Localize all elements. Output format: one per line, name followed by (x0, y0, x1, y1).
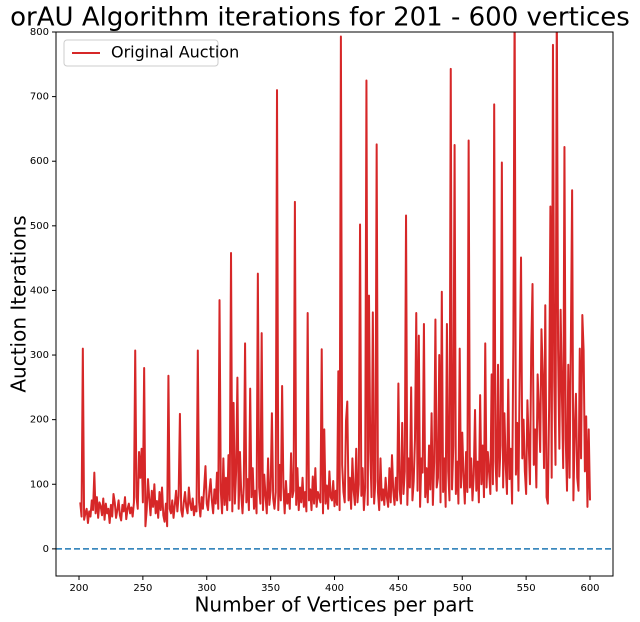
y-tick-label: 400 (30, 285, 49, 296)
x-tick-label: 400 (325, 583, 344, 594)
series-group (56, 32, 613, 550)
x-tick-label: 600 (580, 583, 599, 594)
chart-title: orAU Algorithm iterations for 201 - 600 … (10, 3, 630, 33)
y-tick-label: 0 (43, 544, 49, 555)
legend-box (63, 39, 219, 67)
y-axis-label: Auction Iterations (7, 215, 31, 392)
y-tick-label: 500 (30, 221, 49, 232)
y-tick-label: 200 (30, 415, 49, 426)
x-tick-label: 450 (389, 583, 408, 594)
x-tick-label: 250 (133, 583, 152, 594)
plot-frame (55, 31, 614, 577)
legend: Original Auction (63, 39, 239, 67)
x-tick-label: 550 (517, 583, 536, 594)
y-tick-label: 300 (30, 350, 49, 361)
legend-label: Original Auction (111, 43, 239, 62)
x-tick-label: 350 (261, 583, 280, 594)
y-tick-label: 700 (30, 92, 49, 103)
x-tick-label: 200 (69, 583, 88, 594)
y-tick-label: 100 (30, 479, 49, 490)
y-tick-label: 800 (30, 27, 49, 38)
y-tick-label: 600 (30, 156, 49, 167)
x-tick-label: 300 (197, 583, 216, 594)
x-tick-label: 500 (453, 583, 472, 594)
x-axis-label: Number of Vertices per part (194, 593, 473, 617)
data-line (79, 32, 591, 528)
